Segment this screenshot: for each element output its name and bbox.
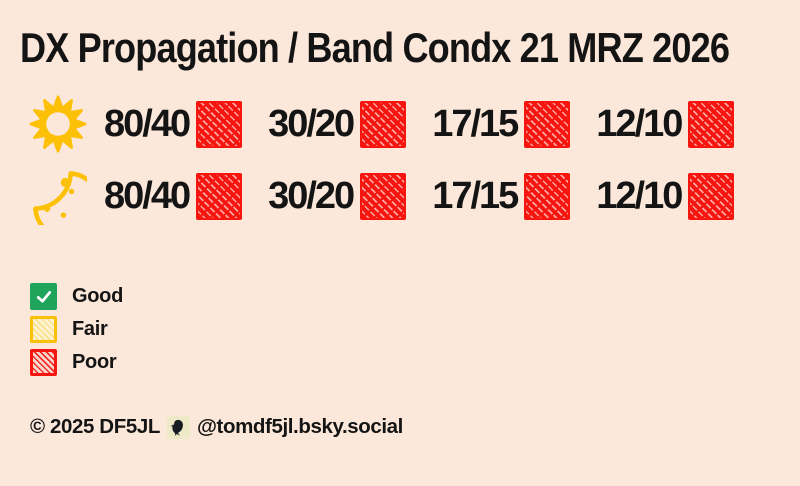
legend-label-fair: Fair xyxy=(72,318,108,340)
condition-square-poor xyxy=(524,100,571,148)
band-label: 12/10 xyxy=(596,175,683,217)
band-group-30-20-day: 30/20 xyxy=(268,100,407,148)
legend-row-poor: Poor xyxy=(30,349,123,376)
band-label: 30/20 xyxy=(268,175,355,217)
condition-square-poor xyxy=(196,100,243,148)
sun-icon xyxy=(28,94,88,154)
band-label: 80/40 xyxy=(104,175,191,217)
legend-row-good: Good xyxy=(30,283,123,310)
condition-square-poor xyxy=(360,100,407,148)
moon-icon xyxy=(28,166,88,226)
condition-square-poor xyxy=(688,100,735,148)
legend-label-good: Good xyxy=(72,285,124,307)
band-group-12-10-day: 12/10 xyxy=(596,100,735,148)
copyright-text: © 2025 DF5JL xyxy=(30,415,160,438)
band-group-17-15-day: 17/15 xyxy=(432,100,571,148)
day-conditions-row: 80/40 30/20 17/15 12/10 xyxy=(28,94,760,154)
condition-square-poor xyxy=(524,172,571,220)
band-label: 17/15 xyxy=(432,175,519,217)
footer: © 2025 DF5JL @tomdf5jl.bsky.social xyxy=(30,415,403,439)
band-group-12-10-night: 12/10 xyxy=(596,172,735,220)
raven-avatar-icon xyxy=(166,415,190,439)
band-group-17-15-night: 17/15 xyxy=(432,172,571,220)
night-conditions-row: 80/40 30/20 17/15 12/10 xyxy=(28,166,760,226)
band-group-80-40-night: 80/40 xyxy=(104,172,243,220)
condition-square-poor xyxy=(688,172,735,220)
band-label: 80/40 xyxy=(104,103,191,145)
bsky-handle: @tomdf5jl.bsky.social xyxy=(196,415,403,438)
band-group-80-40-day: 80/40 xyxy=(104,100,243,148)
band-label: 17/15 xyxy=(432,103,519,145)
legend-label-poor: Poor xyxy=(72,351,117,373)
poor-square-icon xyxy=(30,349,57,376)
legend: Good Fair Poor xyxy=(30,283,123,382)
legend-row-fair: Fair xyxy=(30,316,123,343)
page-title: DX Propagation / Band Condx 21 MRZ 2026 xyxy=(20,24,730,71)
band-group-30-20-night: 30/20 xyxy=(268,172,407,220)
band-label: 12/10 xyxy=(596,103,683,145)
condition-square-poor xyxy=(360,172,407,220)
fair-square-icon xyxy=(30,316,57,343)
good-check-icon xyxy=(30,283,57,310)
condition-square-poor xyxy=(196,172,243,220)
band-label: 30/20 xyxy=(268,103,355,145)
